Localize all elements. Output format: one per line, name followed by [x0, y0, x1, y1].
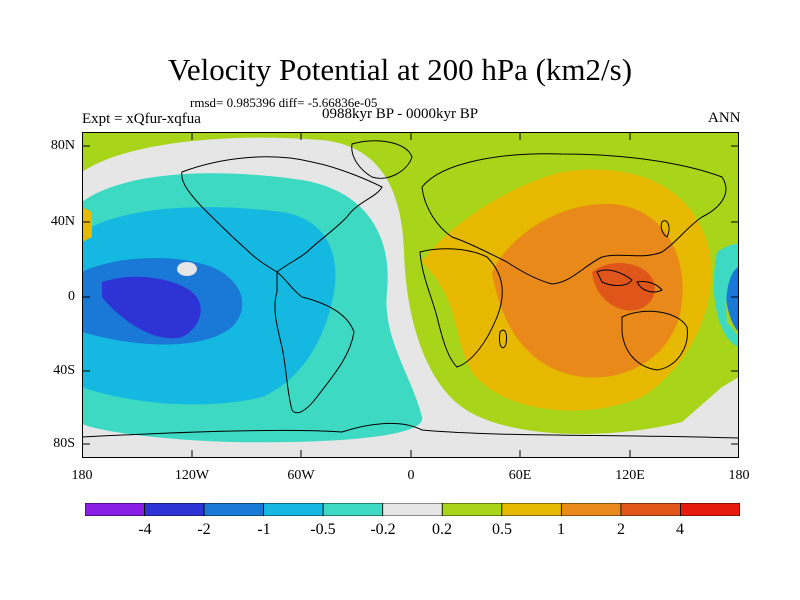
lon-label-60w: 60W [287, 468, 315, 483]
band-pos-1 [492, 203, 683, 378]
lon-label-180w: 180 [71, 468, 93, 483]
band-pos-2 [592, 263, 655, 311]
band-left-pos [82, 207, 92, 242]
experiment-label: Expt = xQfur-xqfua [82, 111, 201, 127]
colorbar-box [382, 503, 443, 516]
colorbar-label: 4 [676, 521, 684, 538]
colorbar-box [322, 503, 384, 516]
colorbar-box [85, 503, 145, 516]
lon-label-180e: 180 [728, 468, 750, 483]
season-label: ANN [708, 110, 741, 126]
lat-label-80n: 80N [50, 138, 75, 153]
colorbar-label: 1 [557, 521, 565, 538]
colorbar-label: 2 [617, 521, 625, 538]
colorbar-label: 0.2 [432, 521, 452, 538]
lon-label-120w: 120W [174, 468, 210, 483]
coastlines [82, 140, 739, 439]
lon-label-0: 0 [407, 468, 415, 483]
colorbar-boxes [85, 503, 740, 516]
colorbar-box [263, 503, 324, 516]
colorbar-box [501, 503, 562, 516]
lat-label-0: 0 [68, 289, 75, 304]
colorbar-box [203, 503, 265, 516]
velocity-potential-map [82, 132, 739, 458]
colorbar-box [680, 503, 740, 516]
stats-text: rmsd= 0.985396 diff= -5.66836e-05 [190, 95, 378, 110]
lat-label-40s: 40S [53, 363, 75, 378]
colorbar-box [144, 503, 205, 516]
band-neg-2 [102, 276, 201, 339]
band-right-cyan [713, 243, 739, 347]
lon-label-120e: 120E [615, 468, 645, 483]
colorbar-box [441, 503, 503, 516]
axis-ticks [82, 132, 739, 458]
colorbar [85, 503, 740, 516]
colorbar-box [560, 503, 622, 516]
colorbar-label: -0.5 [310, 521, 336, 538]
period-label: 0988kyr BP - 0000kyr BP [322, 106, 479, 122]
colorbar-label: 0.5 [492, 521, 512, 538]
band-right-neg [725, 267, 739, 332]
colorbar-box [620, 503, 681, 516]
map-title: Velocity Potential at 200 hPa (km2/s) [167, 52, 633, 87]
lon-label-60e: 60E [508, 468, 532, 483]
blob-near-zero [177, 262, 197, 276]
colorbar-label: -0.2 [370, 521, 396, 538]
lat-label-40n: 40N [50, 214, 75, 229]
colorbar-label: -1 [257, 521, 271, 538]
lat-label-80s: 80S [53, 436, 75, 451]
colorbar-label: -4 [138, 521, 152, 538]
colorbar-label: -2 [197, 521, 211, 538]
